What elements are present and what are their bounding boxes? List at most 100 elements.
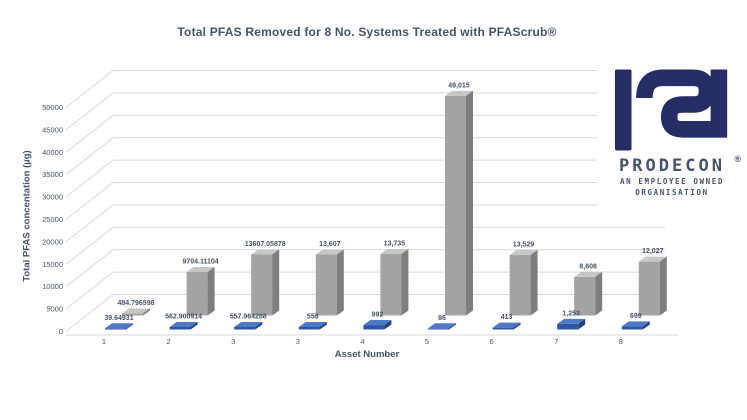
pre-treatment-blue-bar-side: [642, 321, 650, 330]
x-category-label: 7: [554, 337, 558, 346]
logo-tagline-line1: AN EMPLOYEE OWNED: [620, 177, 724, 186]
total-removed-gray-data-label: 13,607: [319, 241, 341, 248]
prodecon-logo: ® ProDecon AN EMPLOYEE OWNED ORGANISATIO…: [597, 62, 747, 210]
pre-treatment-blue-bar-top: [169, 321, 198, 327]
total-removed-gray-bar-front: [122, 313, 143, 316]
grid-depth-line: [65, 159, 114, 198]
grid-depth-line: [65, 204, 114, 243]
total-removed-gray-bar-top: [251, 249, 280, 255]
total-removed-gray-bar-front: [251, 254, 273, 316]
pre-treatment-blue-bar-side: [449, 323, 456, 330]
pre-treatment-blue-bar-top: [428, 323, 456, 329]
y-tick-label: 5000: [46, 305, 63, 314]
total-removed-gray-bar-top: [638, 256, 667, 262]
y-tick-label: 10000: [42, 282, 63, 291]
total-removed-gray-bar-side: [530, 249, 538, 316]
y-tick-label: 30000: [42, 193, 63, 202]
pre-treatment-blue-bar-front: [234, 327, 256, 330]
pre-treatment-blue-bar-top: [621, 321, 650, 327]
grid-depth-line: [65, 70, 114, 108]
pre-treatment-blue-data-label: 558: [307, 314, 319, 321]
x-category-label: 5: [425, 337, 429, 346]
pre-treatment-blue-bar-front: [492, 327, 514, 330]
pre-treatment-blue-bar-front: [621, 326, 643, 330]
total-removed-gray-bar-top: [445, 90, 473, 96]
pre-treatment-blue-data-label: 992: [372, 312, 384, 319]
pre-treatment-blue-bar-front: [557, 323, 579, 330]
grid-depth-line: [65, 92, 114, 131]
grid-depth-line: [65, 294, 114, 332]
pre-treatment-blue-bar-side: [319, 322, 327, 330]
pre-treatment-blue-data-label: 1,253: [562, 310, 580, 317]
pre-treatment-blue-bar-top: [363, 320, 392, 326]
x-axis-title: Asset Number: [334, 349, 400, 360]
total-removed-gray-bar-front: [574, 276, 596, 316]
total-removed-gray-bar-top: [315, 249, 344, 255]
total-removed-gray-data-label: 49,015: [448, 82, 470, 89]
total-removed-gray-bar-side: [401, 248, 409, 316]
pre-treatment-blue-bar-side: [513, 322, 521, 330]
y-tick-label: 50000: [42, 103, 63, 112]
total-removed-gray-data-label: 12,027: [642, 248, 664, 255]
total-removed-gray-bar-front: [186, 272, 208, 316]
total-removed-gray-bar-front: [509, 254, 531, 316]
total-removed-gray-bar-side: [466, 90, 473, 316]
pre-treatment-blue-bar-front: [169, 326, 191, 330]
pre-treatment-blue-data-label: 413: [501, 314, 513, 321]
pre-treatment-blue-data-label: 86: [438, 315, 446, 322]
pre-treatment-blue-bar-front: [363, 325, 385, 330]
total-removed-gray-data-label: 9704.11104: [182, 259, 218, 266]
total-removed-gray-bar-side: [143, 308, 150, 316]
total-removed-gray-bar-front: [445, 95, 466, 316]
total-removed-gray-bar-front: [315, 254, 337, 316]
total-removed-gray-bar-side: [272, 249, 280, 316]
x-category-label: 3: [296, 337, 300, 346]
pre-treatment-blue-bar-front: [428, 328, 449, 330]
total-removed-gray-bar-top: [122, 308, 150, 314]
total-removed-gray-bar-top: [574, 271, 603, 277]
pre-treatment-blue-bar-top: [298, 322, 327, 328]
logo-wordmark: ProDecon: [619, 156, 725, 176]
pre-treatment-blue-data-label: 699: [630, 313, 642, 320]
pre-treatment-blue-bar-top: [234, 322, 263, 328]
grid-depth-line: [65, 249, 114, 288]
x-category-label: 1: [102, 337, 106, 346]
pre-treatment-blue-bar-side: [384, 320, 392, 330]
total-removed-gray-bar-front: [638, 261, 660, 316]
pre-treatment-blue-data-label: 562.900914: [165, 313, 202, 320]
total-removed-gray-data-label: 13,529: [513, 241, 535, 248]
pre-treatment-blue-bar-top: [492, 322, 521, 328]
total-removed-gray-bar-top: [186, 267, 215, 273]
logo-tagline-line2: ORGANISATION: [635, 188, 709, 197]
chart-title: Total PFAS Removed for 8 No. Systems Tre…: [177, 25, 557, 39]
total-removed-gray-bar-side: [207, 267, 215, 316]
grid-depth-line: [65, 182, 114, 220]
pre-treatment-blue-bar-front: [298, 327, 320, 330]
grid-depth-line: [65, 137, 114, 176]
x-category-label: 6: [490, 337, 494, 346]
total-removed-gray-bar-front: [380, 253, 402, 316]
pre-treatment-blue-bar-top: [557, 318, 586, 324]
pre-treatment-blue-bar-side: [190, 321, 198, 330]
total-removed-gray-data-label: 13,735: [384, 240, 406, 247]
y-axis-title: Total PFAS concentation (µg): [21, 150, 33, 282]
y-tick-label: 15000: [42, 260, 63, 269]
x-category-label: 4: [360, 337, 364, 346]
total-removed-gray-bar-side: [336, 249, 344, 316]
total-removed-gray-bar-top: [380, 248, 409, 254]
total-removed-gray-data-label: 484.796598: [118, 300, 155, 307]
pre-treatment-blue-data-label: 39.64931: [104, 315, 133, 322]
y-tick-label: 45000: [42, 125, 63, 134]
pre-treatment-blue-bar-top: [105, 323, 133, 329]
grid-depth-line: [65, 226, 114, 265]
total-removed-gray-bar-top: [509, 249, 538, 255]
pre-treatment-blue-bar-side: [126, 323, 133, 330]
pre-treatment-blue-bar-side: [255, 322, 263, 330]
y-tick-label: 0: [59, 327, 63, 336]
x-category-label: 2: [167, 337, 171, 346]
total-removed-gray-data-label: 13607.05878: [245, 241, 286, 248]
registered-trademark-icon: ®: [734, 154, 741, 164]
pre-treatment-blue-bar-side: [578, 318, 586, 330]
